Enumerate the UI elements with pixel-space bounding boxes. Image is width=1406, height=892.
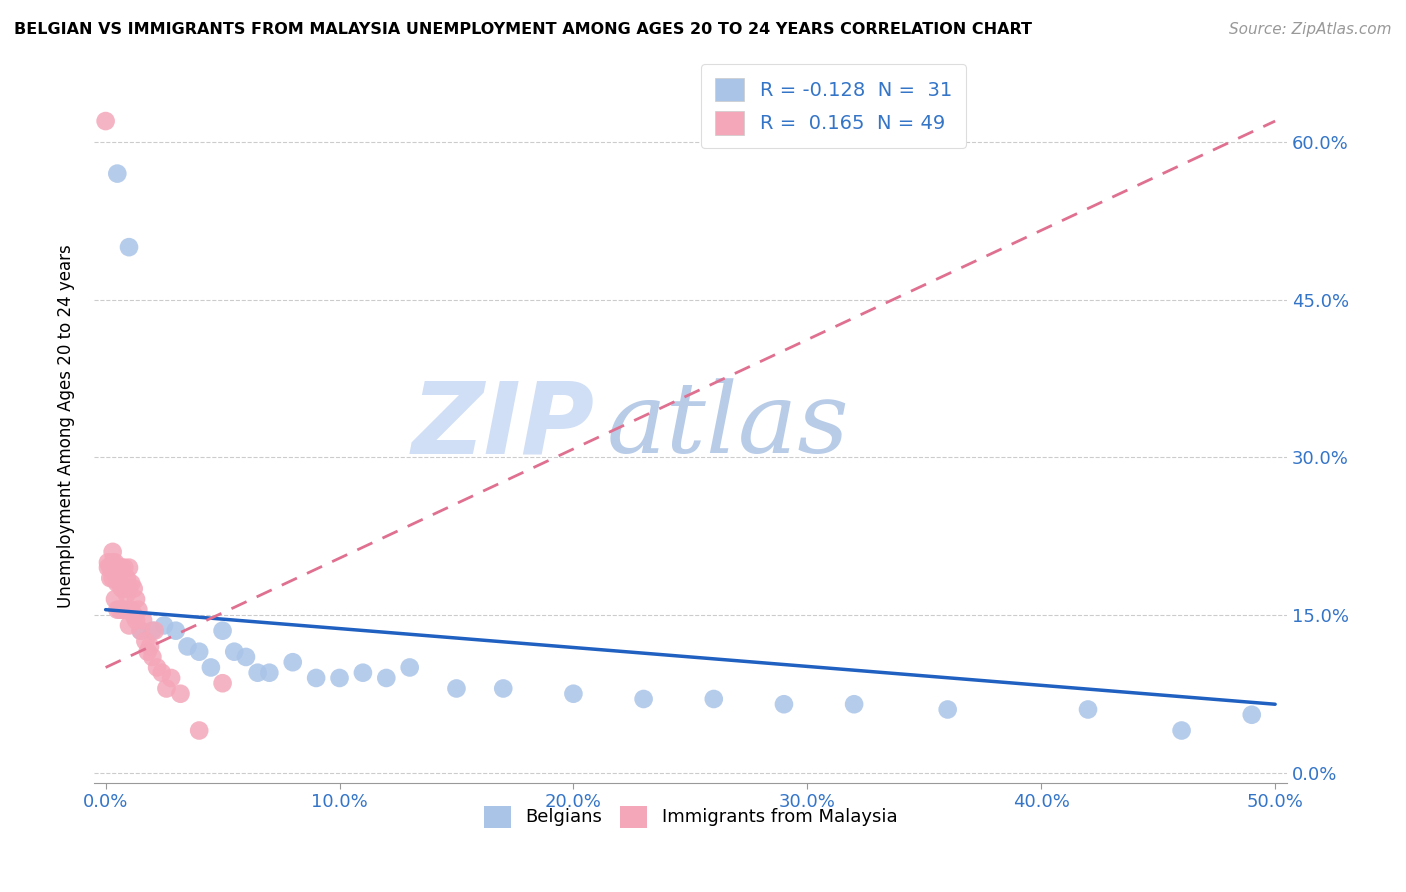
Point xyxy=(211,624,233,638)
Point xyxy=(115,571,138,585)
Point xyxy=(118,582,141,596)
Point xyxy=(127,602,149,616)
Point xyxy=(200,660,222,674)
Point xyxy=(246,665,269,680)
Point xyxy=(352,665,374,680)
Point xyxy=(118,240,141,254)
Point xyxy=(111,582,134,596)
Point xyxy=(143,624,166,638)
Point xyxy=(98,560,121,574)
Point xyxy=(139,640,162,654)
Point xyxy=(146,660,169,674)
Point xyxy=(328,671,350,685)
Text: Source: ZipAtlas.com: Source: ZipAtlas.com xyxy=(1229,22,1392,37)
Point xyxy=(188,645,211,659)
Point xyxy=(155,681,177,696)
Text: BELGIAN VS IMMIGRANTS FROM MALAYSIA UNEMPLOYMENT AMONG AGES 20 TO 24 YEARS CORRE: BELGIAN VS IMMIGRANTS FROM MALAYSIA UNEM… xyxy=(14,22,1032,37)
Text: atlas: atlas xyxy=(607,378,849,474)
Point xyxy=(375,671,398,685)
Point xyxy=(492,681,515,696)
Point xyxy=(129,624,152,638)
Point xyxy=(104,566,127,580)
Point xyxy=(122,582,145,596)
Point xyxy=(118,618,141,632)
Point xyxy=(101,555,124,569)
Point xyxy=(118,560,141,574)
Point xyxy=(398,660,420,674)
Point xyxy=(141,624,163,638)
Point xyxy=(108,576,131,591)
Point xyxy=(1077,702,1099,716)
Point xyxy=(188,723,211,738)
Legend: Belgians, Immigrants from Malaysia: Belgians, Immigrants from Malaysia xyxy=(477,798,904,835)
Point xyxy=(153,618,176,632)
Point xyxy=(235,649,257,664)
Point xyxy=(141,649,163,664)
Point xyxy=(633,692,655,706)
Point xyxy=(129,624,152,638)
Point xyxy=(97,555,120,569)
Point xyxy=(98,571,121,585)
Point xyxy=(104,592,127,607)
Point xyxy=(1170,723,1192,738)
Point xyxy=(562,687,585,701)
Point xyxy=(150,665,173,680)
Point xyxy=(169,687,191,701)
Point xyxy=(703,692,725,706)
Point xyxy=(446,681,468,696)
Y-axis label: Unemployment Among Ages 20 to 24 years: Unemployment Among Ages 20 to 24 years xyxy=(58,244,75,607)
Point xyxy=(101,571,124,585)
Point xyxy=(104,555,127,569)
Point xyxy=(105,167,128,181)
Point xyxy=(305,671,328,685)
Point xyxy=(132,613,155,627)
Point xyxy=(111,560,134,574)
Point xyxy=(112,582,135,596)
Point xyxy=(112,602,135,616)
Point xyxy=(111,602,134,616)
Point xyxy=(773,698,796,712)
Point xyxy=(108,602,131,616)
Point xyxy=(105,560,128,574)
Point xyxy=(165,624,187,638)
Point xyxy=(160,671,183,685)
Text: ZIP: ZIP xyxy=(412,377,595,475)
Point xyxy=(134,634,156,648)
Point xyxy=(224,645,246,659)
Point xyxy=(936,702,959,716)
Point xyxy=(842,698,865,712)
Point xyxy=(259,665,281,680)
Point xyxy=(125,592,148,607)
Point xyxy=(211,676,233,690)
Point xyxy=(136,645,159,659)
Point xyxy=(281,655,304,669)
Point xyxy=(108,560,131,574)
Point xyxy=(105,602,128,616)
Point xyxy=(120,576,142,591)
Point xyxy=(125,613,148,627)
Point xyxy=(94,114,117,128)
Point xyxy=(120,602,142,616)
Point xyxy=(97,560,120,574)
Point xyxy=(1240,707,1263,722)
Point xyxy=(176,640,198,654)
Point xyxy=(122,607,145,622)
Point xyxy=(112,560,135,574)
Point xyxy=(115,587,138,601)
Point xyxy=(101,545,124,559)
Point xyxy=(105,576,128,591)
